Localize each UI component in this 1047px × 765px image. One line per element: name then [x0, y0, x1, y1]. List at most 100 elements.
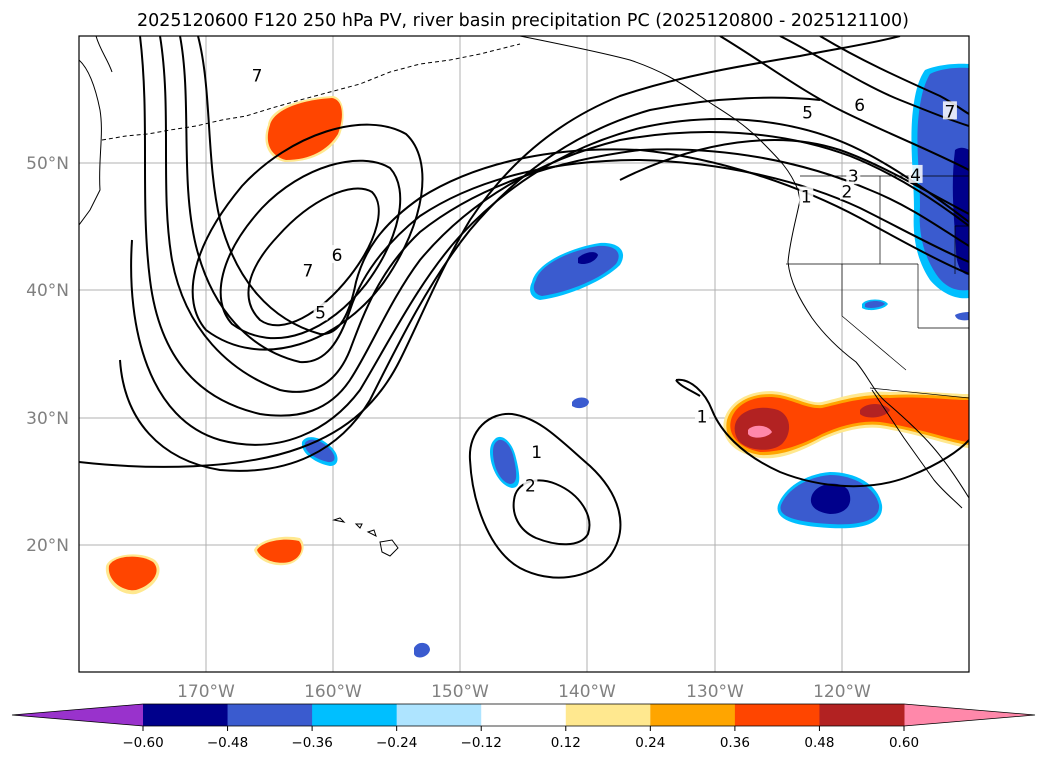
pv-contour-1	[79, 36, 901, 468]
map-background	[79, 36, 969, 672]
colorbar-tick-label: −0.12	[461, 735, 502, 751]
contour-label: 2	[525, 476, 536, 496]
coastline-aleutians	[101, 43, 521, 141]
contour-label-bg	[330, 245, 345, 264]
border-us-mexico	[869, 387, 969, 399]
pv-contour-closed-6	[219, 159, 402, 340]
pv-contour-7	[197, 36, 969, 336]
pv-contour-1-east	[675, 379, 701, 397]
contour-label-bg	[942, 101, 957, 120]
colorbar-cell	[396, 704, 482, 726]
lat-label-20n: 20°N	[26, 536, 69, 556]
contour-label-bg	[523, 475, 538, 494]
coastlines	[79, 36, 969, 557]
lon-label-120w: 120°W	[813, 682, 871, 702]
pv-contour-2	[119, 96, 821, 472]
lat-label-30n: 30°N	[26, 409, 69, 429]
contour-label: 5	[315, 303, 326, 323]
lon-label-130w: 130°W	[686, 682, 744, 702]
contour-label-bg	[799, 186, 814, 205]
precip-positive-core	[860, 404, 890, 418]
coastline-asia	[95, 36, 113, 73]
contour-label: 5	[802, 104, 813, 124]
lat-labels: 50°N 40°N 30°N 20°N	[26, 154, 69, 556]
colorbar-tick-label: −0.36	[291, 735, 332, 751]
pv-contour-closed-5	[191, 123, 424, 351]
precip-negative-region	[955, 312, 969, 321]
lon-labels: 170°W 160°W 150°W 140°W 130°W 120°W	[177, 682, 871, 702]
colorbar-cell	[227, 704, 313, 726]
contour-label-bg	[250, 65, 264, 84]
lat-label-40n: 40°N	[26, 281, 69, 301]
colorbar-cell	[734, 704, 820, 726]
contour-label-bg	[846, 166, 861, 185]
pv-contour-closed-2	[512, 479, 591, 546]
pv-contours	[79, 36, 969, 579]
colorbar-tick-label: 0.12	[551, 735, 581, 751]
lat-label-50n: 50°N	[26, 154, 69, 174]
contour-label: 6	[854, 96, 865, 116]
colorbar-tick-label: 0.48	[804, 735, 834, 751]
precip-negative-region	[533, 245, 619, 296]
contour-label: 7	[945, 102, 956, 122]
precipitation-fill	[105, 63, 969, 658]
coastline-us-west	[787, 199, 969, 499]
precip-negative-region	[414, 642, 430, 658]
colorbar-tick-label: 0.36	[720, 735, 750, 751]
colorbar-cell	[481, 704, 567, 726]
precip-negative-region	[865, 301, 885, 308]
lon-label-170w: 170°W	[177, 682, 235, 702]
colorbar-tick-label: −0.60	[122, 735, 163, 751]
pv-contour-3	[130, 118, 969, 446]
contour-label: 1	[697, 408, 708, 428]
pv-contour-1-east	[675, 378, 969, 488]
map-frame	[78, 35, 970, 673]
colorbar-tick-label: 0.24	[635, 735, 665, 751]
colorbar-cells	[143, 704, 905, 726]
contour-label-bg	[300, 260, 315, 279]
coastline-alaska	[519, 36, 801, 201]
contour-label-bg	[800, 102, 815, 121]
contour-label: 3	[848, 167, 859, 187]
colorbar-tick-label: 0.60	[889, 735, 919, 751]
contour-label-bg	[908, 164, 923, 183]
precip-positive-region	[108, 556, 157, 591]
colorbar-cell	[819, 704, 905, 726]
colorbar-cell	[143, 704, 229, 726]
map-title: 2025120600 F120 250 hPa PV, river basin …	[137, 11, 909, 31]
pv-contour-ne	[719, 36, 969, 171]
colorbar-tick-label: −0.24	[376, 735, 417, 751]
pv-contour-6	[179, 36, 969, 364]
colorbar-cell	[650, 704, 736, 726]
coastline-baja	[871, 389, 963, 509]
contour-label: 4	[910, 166, 921, 186]
pv-contour-ne	[819, 36, 969, 115]
contour-label-bg	[313, 302, 328, 321]
lon-label-160w: 160°W	[304, 682, 362, 702]
colorbar-under-extension	[12, 704, 143, 726]
border-state	[954, 225, 969, 274]
precip-negative-core	[810, 483, 851, 514]
coastline-asia	[79, 59, 102, 226]
precip-positive-core	[748, 425, 772, 438]
precip-positive-region	[257, 539, 302, 563]
precip-negative-region	[572, 397, 589, 409]
precip-negative-region	[493, 439, 517, 484]
contour-label-bg	[529, 442, 544, 461]
lon-label-140w: 140°W	[558, 682, 616, 702]
precip-negative-core	[578, 252, 598, 265]
contour-label: 7	[302, 261, 313, 281]
contour-label-bg	[839, 181, 854, 200]
colorbar: −0.60 −0.48 −0.36 −0.24 −0.12 0.12 0.24 0.36 0.4…	[11, 703, 1036, 751]
contour-label: 6	[332, 246, 343, 266]
contour-label-bg	[852, 94, 867, 113]
political-borders	[786, 175, 969, 399]
pv-contour-5	[159, 36, 969, 393]
coastline-hawaii	[332, 517, 399, 557]
pv-contour-nw	[619, 139, 969, 215]
colorbar-cell	[312, 704, 398, 726]
contour-label: 1	[531, 443, 542, 463]
border-ca-nv	[841, 264, 907, 371]
